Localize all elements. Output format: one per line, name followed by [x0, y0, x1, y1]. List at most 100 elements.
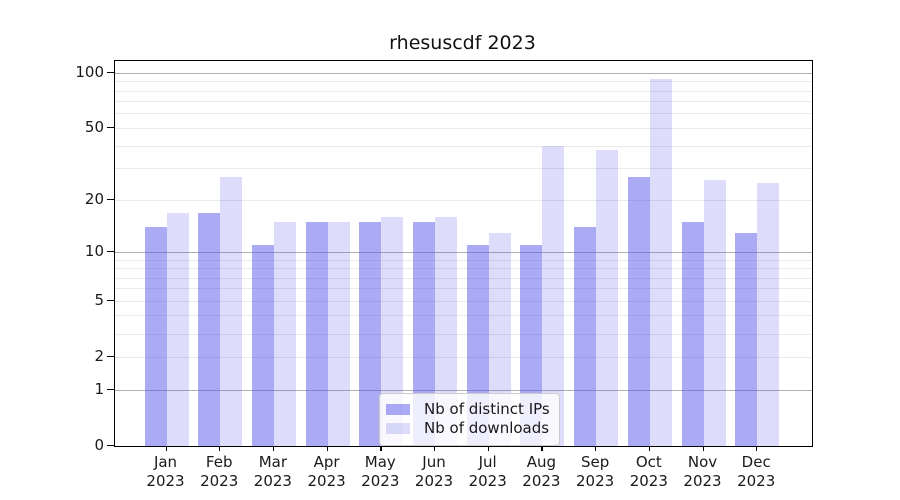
y-tick-label-5: 5	[94, 290, 104, 309]
gridline-minor-6	[115, 288, 812, 290]
bar-distinct-ips-jan	[144, 227, 167, 446]
gridline-minor-60	[115, 113, 812, 115]
gridline-minor-50	[115, 127, 812, 129]
bar-downloads-oct	[649, 79, 672, 446]
x-tick-year-nov: 2023	[683, 472, 722, 490]
x-tick-mark-feb	[219, 446, 221, 451]
x-tick-year-sep: 2023	[576, 472, 615, 490]
gridline-major-10	[115, 251, 812, 253]
y-tick-label-50: 50	[84, 117, 104, 136]
gridline-minor-30	[115, 168, 812, 170]
bar-distinct-ips-feb	[198, 212, 221, 446]
gridline-minor-70	[115, 101, 812, 103]
x-tick-mark-aug	[541, 446, 543, 451]
bar-downloads-dec	[757, 182, 780, 446]
y-tick-mark-20	[107, 198, 114, 200]
bar-downloads-sep	[596, 150, 619, 446]
x-tick-mark-jul	[487, 446, 489, 451]
x-tick-mark-oct	[648, 446, 651, 451]
bar-downloads-apr	[327, 222, 350, 446]
x-tick-year-jun: 2023	[414, 472, 454, 490]
x-tick-year-may: 2023	[361, 472, 400, 490]
legend-swatch-downloads	[386, 423, 410, 434]
y-tick-mark-2	[107, 355, 114, 358]
x-tick-label-jul: Jul 2023	[453, 453, 523, 491]
bar-distinct-ips-apr	[305, 222, 328, 446]
y-tick-mark-1	[107, 388, 114, 390]
gridline-minor-9	[115, 259, 812, 261]
y-tick-mark-50	[107, 126, 114, 129]
bar-downloads-jul	[488, 232, 511, 446]
x-tick-label-jun: Jun 2023	[399, 453, 469, 491]
bar-downloads-nov	[703, 179, 726, 446]
bar-distinct-ips-jun	[413, 222, 435, 446]
x-tick-year-jan: 2023	[146, 472, 185, 490]
x-tick-label-nov: Nov 2023	[668, 453, 738, 491]
y-tick-label-20: 20	[84, 189, 104, 208]
plot-area	[114, 60, 813, 447]
chart-title: rhesuscdf 2023	[389, 32, 536, 54]
bar-distinct-ips-may	[359, 222, 382, 446]
x-tick-mark-sep	[595, 446, 597, 451]
y-tick-label-0: 0	[94, 435, 104, 454]
y-tick-mark-5	[107, 299, 114, 302]
legend-item-distinct-ips: Nb of distinct IPs	[386, 401, 550, 418]
gridline-minor-8	[115, 268, 812, 269]
y-tick-label-100: 100	[75, 62, 104, 81]
x-tick-label-sep: Sep 2023	[560, 453, 630, 491]
y-tick-mark-10	[107, 250, 114, 253]
bar-downloads-jun	[435, 217, 457, 446]
legend: Nb of distinct IPs Nb of downloads	[379, 393, 560, 446]
x-tick-mark-apr	[326, 446, 328, 451]
x-tick-mark-jun	[434, 446, 436, 451]
x-tick-year-apr: 2023	[307, 472, 346, 490]
bar-distinct-ips-dec	[735, 232, 758, 446]
x-tick-mark-jan	[165, 446, 167, 451]
bar-distinct-ips-mar	[251, 245, 274, 446]
bar-downloads-may	[381, 217, 404, 446]
x-tick-mark-mar	[272, 446, 275, 451]
x-tick-label-dec: Dec 2023	[721, 453, 791, 491]
legend-item-downloads: Nb of downloads	[386, 420, 550, 437]
x-tick-year-oct: 2023	[629, 472, 668, 490]
x-tick-label-may: May 2023	[345, 453, 415, 491]
x-tick-mark-nov	[702, 446, 704, 451]
x-tick-label-aug: Aug 2023	[506, 453, 576, 491]
x-tick-label-feb: Feb 2023	[184, 453, 254, 491]
x-tick-label-apr: Apr 2023	[292, 453, 362, 491]
x-tick-year-mar: 2023	[253, 472, 292, 490]
legend-label-downloads: Nb of downloads	[424, 419, 550, 437]
bar-downloads-feb	[220, 176, 243, 446]
x-tick-label-mar: Mar 2023	[238, 453, 308, 491]
bar-downloads-aug	[542, 146, 565, 446]
bar-distinct-ips-sep	[574, 227, 597, 446]
bar-distinct-ips-nov	[681, 222, 704, 446]
gridline-minor-5	[115, 300, 812, 302]
x-tick-year-jul: 2023	[468, 472, 507, 490]
x-tick-label-oct: Oct 2023	[614, 453, 684, 491]
legend-swatch-distinct-ips	[386, 404, 410, 415]
y-tick-label-10: 10	[84, 241, 104, 260]
gridline-minor-90	[115, 81, 812, 83]
bar-downloads-jan	[166, 212, 189, 446]
y-tick-mark-0	[107, 444, 114, 446]
legend-label-distinct-ips: Nb of distinct IPs	[424, 400, 550, 418]
x-tick-year-feb: 2023	[200, 472, 239, 490]
gridline-minor-20	[115, 199, 812, 201]
gridline-minor-3	[115, 333, 812, 335]
gridline-major-100	[115, 72, 812, 74]
gridline-minor-7	[115, 277, 812, 279]
gridline-minor-2	[115, 356, 812, 358]
gridline-major-1	[115, 389, 812, 391]
gridline-minor-80	[115, 90, 812, 92]
x-tick-mark-dec	[756, 446, 758, 451]
y-tick-mark-100	[107, 71, 114, 73]
x-tick-year-aug: 2023	[522, 472, 561, 490]
y-tick-label-1: 1	[94, 379, 104, 398]
x-tick-mark-may	[380, 446, 382, 451]
x-tick-label-jan: Jan 2023	[131, 453, 201, 491]
bar-distinct-ips-oct	[627, 176, 650, 446]
bar-downloads-mar	[273, 222, 296, 446]
y-tick-label-2: 2	[94, 346, 104, 365]
